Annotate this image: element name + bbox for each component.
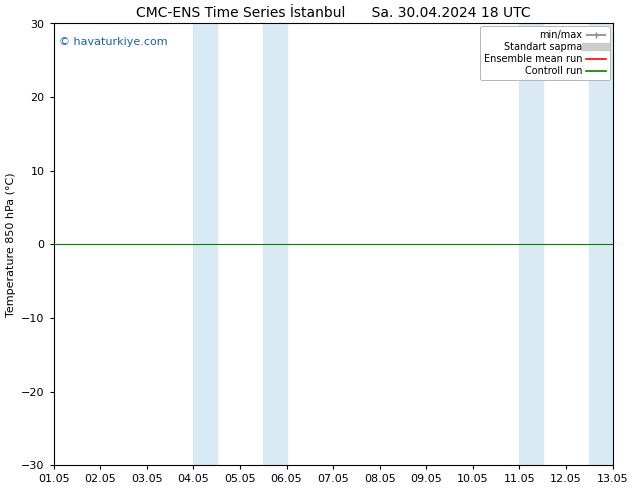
Bar [519, 24, 543, 465]
Title: CMC-ENS Time Series İstanbul      Sa. 30.04.2024 18 UTC: CMC-ENS Time Series İstanbul Sa. 30.04.2… [136, 5, 531, 20]
Y-axis label: Temperature 850 hPa (°C): Temperature 850 hPa (°C) [6, 172, 16, 317]
Bar [590, 24, 612, 465]
Bar [263, 24, 287, 465]
Text: © havaturkiye.com: © havaturkiye.com [59, 37, 168, 47]
Bar [193, 24, 217, 465]
Legend: min/max, Standart sapma, Ensemble mean run, Controll run: min/max, Standart sapma, Ensemble mean r… [480, 26, 610, 80]
